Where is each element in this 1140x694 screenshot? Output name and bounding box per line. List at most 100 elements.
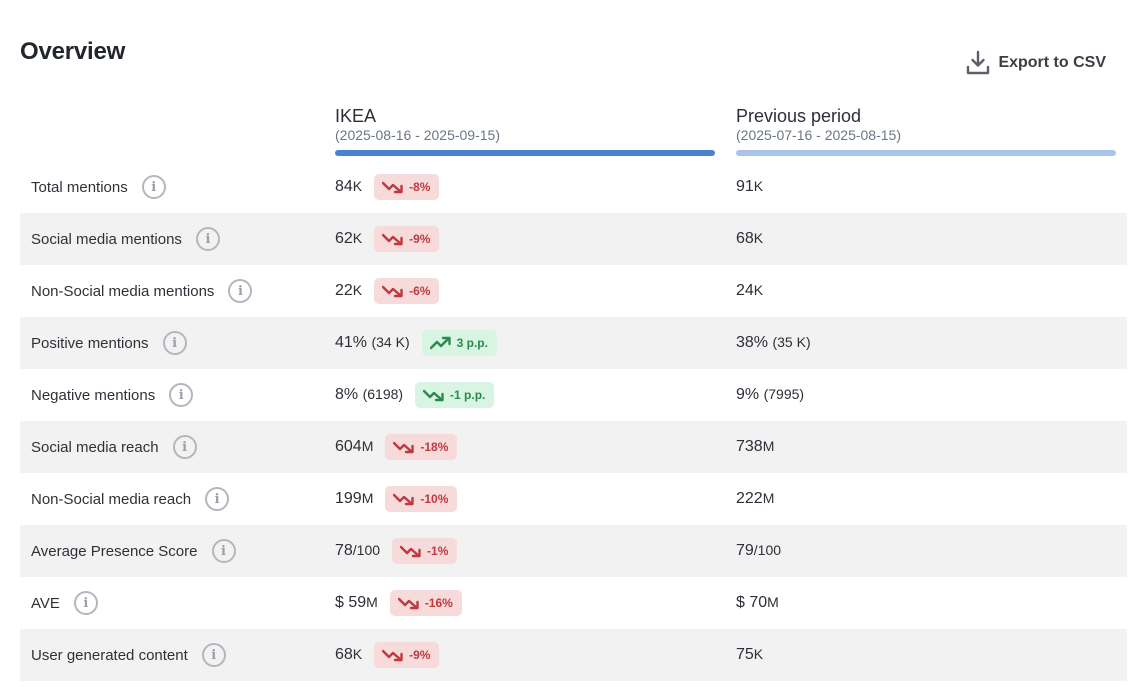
change-badge: -10%: [385, 486, 458, 512]
info-icon[interactable]: i: [141, 175, 166, 199]
info-icon[interactable]: i: [201, 643, 226, 667]
current-value-cell: 68K -9%: [335, 629, 440, 681]
previous-value: 38% (35 K): [736, 334, 811, 352]
previous-value-cell: $ 70M: [736, 577, 779, 629]
previous-value-main: 9%: [736, 386, 760, 403]
change-value: -9%: [409, 232, 431, 246]
previous-value-main: 75: [736, 646, 754, 663]
info-icon[interactable]: i: [169, 383, 194, 407]
current-value-cell: 604M -18%: [335, 421, 458, 473]
current-value: 22K: [335, 282, 362, 300]
metric-label-cell: Average Presence Score i: [31, 525, 236, 577]
current-value: 604M: [335, 438, 373, 456]
previous-value-main: $ 70: [736, 594, 768, 611]
current-value-main: 604: [335, 438, 362, 455]
change-value: -10%: [420, 492, 449, 506]
table-row: Negative mentions i 8% (6198) -1 p.p. 9% (79…: [20, 369, 1127, 421]
metric-label: Non-Social media mentions: [31, 282, 215, 300]
info-icon[interactable]: i: [162, 331, 187, 355]
change-badge: 3 p.p.: [421, 330, 497, 356]
current-value-cell: 8% (6198) -1 p.p.: [335, 369, 495, 421]
current-value-main: 41%: [335, 334, 368, 351]
info-icon[interactable]: i: [195, 227, 220, 251]
page-title: Overview: [20, 38, 126, 65]
previous-value-cell: 68K: [736, 213, 763, 265]
metric-label-cell: Social media mentions i: [31, 213, 220, 265]
metric-label-cell: Total mentions i: [31, 161, 166, 213]
trend-up-icon: [429, 336, 451, 350]
current-value-main: 8%: [335, 386, 359, 403]
current-value-suffix: K: [352, 646, 363, 662]
metric-label: Social media reach: [31, 438, 159, 456]
current-value: 62K: [335, 230, 362, 248]
table-row: Average Presence Score i 78/100 -1% 79/100: [20, 525, 1127, 577]
info-icon[interactable]: i: [172, 435, 197, 459]
table-row: Positive mentions i 41% (34 K) 3 p.p. 38% (3…: [20, 317, 1127, 369]
change-value: -8%: [409, 180, 431, 194]
current-value-cell: 199M -10%: [335, 473, 458, 525]
trend-down-icon: [382, 285, 403, 298]
previous-value-cell: 9% (7995): [736, 369, 804, 421]
current-value: 68K: [335, 646, 362, 664]
previous-value-main: 738: [736, 438, 763, 455]
trend-down-icon: [382, 649, 403, 662]
export-label: Export to CSV: [998, 54, 1106, 71]
previous-value: 75K: [736, 646, 763, 664]
change-value: -1 p.p.: [450, 388, 486, 402]
change-badge: -1%: [392, 538, 458, 564]
current-value-main: 84: [335, 178, 353, 195]
current-value-main: 199: [335, 490, 362, 507]
metric-label: Non-Social media reach: [31, 490, 192, 508]
trend-down-icon: [423, 389, 444, 402]
change-badge: -6%: [374, 278, 440, 304]
trend-down-icon: [382, 181, 403, 194]
current-value-cell: 84K -8%: [335, 161, 440, 213]
current-value: 199M: [335, 490, 373, 508]
metric-label: Total mentions: [31, 178, 128, 196]
previous-value-suffix: /100: [753, 542, 782, 558]
info-icon[interactable]: i: [73, 591, 98, 615]
current-value-count: (6198): [362, 386, 404, 402]
previous-value-suffix: M: [762, 438, 775, 454]
current-value: 8% (6198): [335, 386, 403, 404]
change-badge: -8%: [374, 174, 440, 200]
current-value-main: 62: [335, 230, 353, 247]
change-badge: -9%: [374, 226, 440, 252]
previous-value: 9% (7995): [736, 386, 804, 404]
previous-value-main: 68: [736, 230, 754, 247]
change-value: -9%: [409, 648, 431, 662]
current-value-main: 68: [335, 646, 353, 663]
previous-value: 68K: [736, 230, 763, 248]
current-value-cell: 22K -6%: [335, 265, 440, 317]
trend-down-icon: [393, 441, 415, 454]
table-row: Non-Social media reach i 199M -10% 222M: [20, 473, 1127, 525]
info-icon[interactable]: i: [205, 487, 230, 511]
current-period-range: (2025-08-16 - 2025-09-15): [335, 127, 500, 143]
previous-value-main: 38%: [736, 334, 769, 351]
metric-label-cell: AVE i: [31, 577, 98, 629]
current-value-main: 22: [335, 282, 353, 299]
previous-value: $ 70M: [736, 594, 779, 612]
metric-label: Negative mentions: [31, 386, 156, 404]
previous-period-name: Previous period: [736, 106, 862, 126]
change-value: -1%: [427, 544, 449, 558]
change-badge: -16%: [389, 590, 462, 616]
current-period-name: IKEA: [335, 106, 377, 126]
comparison-header: IKEA (2025-08-16 - 2025-09-15) Previous …: [335, 106, 1116, 158]
current-value-count: (34 K): [371, 334, 410, 350]
previous-value-suffix: K: [753, 178, 764, 194]
trend-down-icon: [397, 597, 419, 610]
info-icon[interactable]: i: [211, 539, 236, 563]
table-row: Social media mentions i 62K -9% 68K: [20, 213, 1127, 265]
info-icon[interactable]: i: [228, 279, 253, 303]
trend-down-icon: [400, 545, 421, 558]
current-value: 41% (34 K): [335, 334, 410, 352]
change-badge: -1 p.p.: [415, 382, 495, 408]
trend-down-icon: [382, 233, 403, 246]
metrics-table: Total mentions i 84K -8% 91K Social media men…: [20, 161, 1127, 681]
metric-label: Positive mentions: [31, 334, 149, 352]
table-row: Total mentions i 84K -8% 91K: [20, 161, 1127, 213]
table-row: Non-Social media mentions i 22K -6% 24K: [20, 265, 1127, 317]
export-csv-button[interactable]: Export to CSV: [966, 50, 1106, 76]
current-value-suffix: M: [366, 594, 378, 610]
